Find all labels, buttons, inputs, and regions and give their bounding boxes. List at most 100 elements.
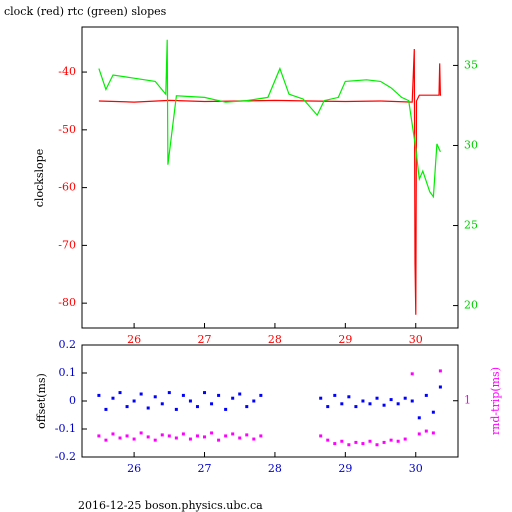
data-point [153, 438, 157, 442]
data-point [167, 434, 171, 438]
data-point [217, 393, 221, 397]
data-point [160, 402, 164, 406]
data-point [160, 433, 164, 437]
data-point [195, 434, 199, 438]
x-tick-label: 27 [198, 333, 212, 346]
data-point [224, 434, 228, 438]
y-tick-label: -0.2 [55, 450, 76, 463]
data-point [139, 392, 143, 396]
data-point [333, 393, 337, 397]
y-axis-label: offset(ms) [35, 373, 48, 429]
y-tick-label: 0 [69, 394, 76, 407]
data-point [340, 402, 344, 406]
data-point [347, 395, 351, 399]
y2-tick-label: 30 [464, 138, 478, 151]
x-tick-label: 30 [409, 333, 423, 346]
data-point [319, 396, 323, 400]
data-point [410, 399, 414, 403]
data-point [111, 432, 115, 436]
data-point [326, 405, 330, 409]
y-axis-label: clockslope [33, 149, 46, 207]
data-point [210, 402, 214, 406]
data-point [347, 443, 351, 447]
data-point [231, 432, 235, 436]
data-point [396, 439, 400, 443]
data-point [231, 396, 235, 400]
data-point [252, 437, 256, 441]
data-point [424, 393, 428, 397]
data-point [403, 437, 407, 441]
data-point [118, 436, 122, 440]
data-point [259, 393, 263, 397]
data-point [424, 429, 428, 433]
data-point [188, 437, 192, 441]
data-point [111, 396, 115, 400]
data-point [375, 396, 379, 400]
y2-tick-label: 20 [464, 299, 478, 312]
data-point [132, 399, 136, 403]
data-line [98, 39, 441, 199]
y-tick-label: -40 [58, 65, 76, 78]
x-tick-label: 30 [409, 462, 423, 475]
y-tick-label: 0.2 [59, 338, 77, 351]
data-point [181, 393, 185, 397]
y2-tick-label: 35 [464, 58, 478, 71]
data-line [98, 48, 442, 315]
data-point [319, 434, 323, 438]
footer: 2016-12-25 boson.physics.ubc.ca [78, 499, 263, 512]
data-point [368, 439, 372, 443]
data-point [118, 391, 122, 395]
x-tick-label: 29 [338, 333, 352, 346]
data-point [245, 405, 249, 409]
x-tick-label: 27 [198, 462, 212, 475]
data-point [354, 405, 358, 409]
x-tick-label: 28 [268, 333, 282, 346]
data-point [431, 410, 435, 414]
y-tick-label: -70 [58, 238, 76, 251]
y-tick-label: -80 [58, 296, 76, 309]
y-tick-label: -60 [58, 181, 76, 194]
x-tick-label: 26 [127, 333, 141, 346]
y2-tick-label: 1 [464, 394, 471, 407]
y-tick-label: -0.1 [55, 422, 76, 435]
data-point [195, 405, 199, 409]
data-point [153, 395, 157, 399]
data-point [361, 442, 365, 446]
data-point [181, 432, 185, 436]
data-point [438, 369, 442, 373]
data-point [259, 434, 263, 438]
data-point [354, 440, 358, 444]
data-point [125, 405, 129, 409]
data-point [410, 372, 414, 376]
data-point [252, 399, 256, 403]
data-point [431, 431, 435, 435]
data-point [389, 438, 393, 442]
data-point [174, 407, 178, 411]
data-point [238, 392, 242, 396]
data-point [132, 437, 136, 441]
y-tick-label: -50 [58, 123, 76, 136]
data-point [104, 407, 108, 411]
data-point [340, 439, 344, 443]
data-point [210, 431, 214, 435]
data-point [203, 391, 207, 395]
data-point [203, 435, 207, 439]
y-tick-label: 0.1 [59, 366, 77, 379]
data-point [368, 402, 372, 406]
chart-title: clock (red) rtc (green) slopes [4, 5, 167, 18]
data-point [139, 431, 143, 435]
data-point [417, 432, 421, 436]
data-point [361, 399, 365, 403]
x-tick-label: 29 [338, 462, 352, 475]
data-point [438, 385, 442, 389]
x-tick-label: 28 [268, 462, 282, 475]
data-point [188, 399, 192, 403]
y2-axis-label: rnd-trip(ms) [489, 367, 502, 435]
data-point [104, 438, 108, 442]
data-point [146, 435, 150, 439]
data-point [417, 416, 421, 420]
data-point [146, 406, 150, 410]
data-point [333, 442, 337, 446]
